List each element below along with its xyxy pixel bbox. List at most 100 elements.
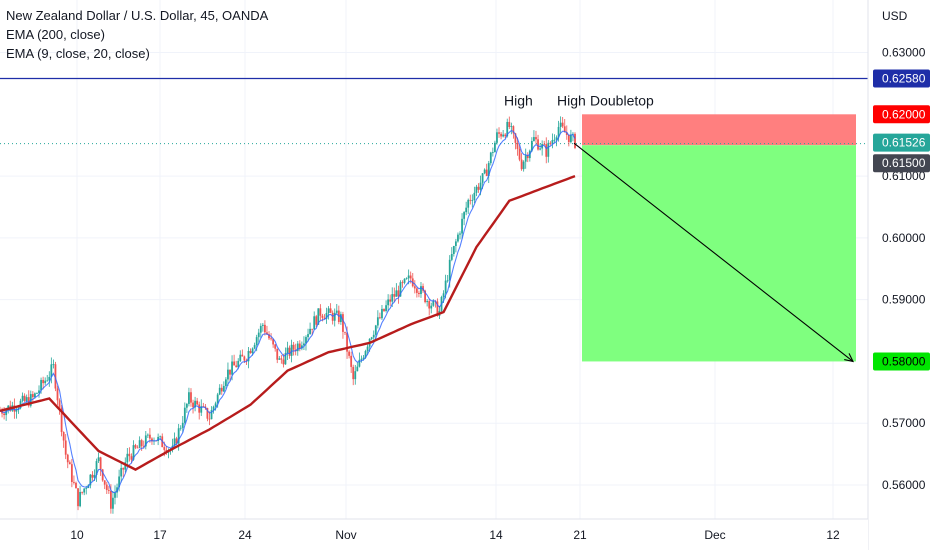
take-profit-zone[interactable] bbox=[582, 145, 856, 362]
candle-body bbox=[407, 275, 410, 279]
time-tick-label: 24 bbox=[238, 528, 252, 542]
projection-arrow-line[interactable] bbox=[573, 142, 854, 362]
candle-body bbox=[342, 314, 344, 332]
projection-arrow[interactable] bbox=[573, 142, 854, 363]
candle-body bbox=[524, 155, 527, 162]
candle-body bbox=[409, 275, 412, 279]
candle-body bbox=[296, 343, 299, 352]
candle-body bbox=[60, 407, 63, 432]
candle-body bbox=[569, 134, 572, 143]
candle-body bbox=[290, 344, 293, 356]
candle-body bbox=[109, 490, 112, 509]
candle-body bbox=[426, 301, 429, 303]
indicator-ema-200[interactable]: EMA (200, close) bbox=[6, 27, 105, 42]
candle-body bbox=[1, 411, 3, 414]
candle-body bbox=[185, 403, 188, 408]
candle-body bbox=[457, 234, 459, 242]
candle-body bbox=[403, 278, 406, 283]
candle-body bbox=[3, 413, 6, 416]
candle-body bbox=[387, 299, 390, 306]
candle-body bbox=[444, 280, 447, 294]
candle-body bbox=[502, 134, 505, 137]
candle-body bbox=[553, 139, 556, 141]
candle-body bbox=[229, 369, 231, 375]
candle-body bbox=[194, 400, 196, 408]
candle-body bbox=[469, 199, 472, 201]
candle-body bbox=[97, 457, 100, 462]
position-zones[interactable] bbox=[582, 114, 856, 362]
candle-body bbox=[317, 308, 320, 325]
candle-body bbox=[40, 379, 42, 391]
candle-body bbox=[358, 359, 361, 367]
candle-body bbox=[323, 317, 326, 319]
candle-body bbox=[557, 126, 560, 138]
candle-body bbox=[23, 395, 26, 401]
symbol-title[interactable]: New Zealand Dollar / U.S. Dollar, 45, OA… bbox=[6, 8, 269, 23]
candle-body bbox=[183, 407, 186, 423]
candle-body bbox=[68, 462, 71, 465]
candle-body bbox=[210, 410, 213, 420]
candle-body bbox=[370, 337, 373, 339]
candle-body bbox=[192, 402, 194, 408]
candle-body bbox=[379, 317, 381, 319]
candle-body bbox=[220, 387, 223, 392]
candle-body bbox=[467, 199, 470, 208]
candle-body bbox=[376, 317, 379, 326]
candle-body bbox=[424, 290, 426, 303]
candle-body bbox=[120, 467, 123, 477]
candle-body bbox=[500, 133, 502, 137]
candle-body bbox=[305, 337, 307, 344]
candle-body bbox=[327, 308, 330, 314]
candle-body bbox=[64, 440, 67, 455]
time-axis[interactable]: 10 17 24 Nov 14 21 Dec 12 bbox=[0, 518, 868, 550]
price-tick-label: 0.61000 bbox=[882, 169, 926, 183]
candle-body bbox=[561, 122, 564, 127]
candle-body bbox=[268, 334, 270, 339]
candle-body bbox=[233, 361, 236, 366]
candle-body bbox=[85, 488, 88, 489]
candle-body bbox=[473, 192, 476, 201]
candle-body bbox=[48, 376, 51, 381]
candle-body bbox=[107, 489, 110, 491]
indicator-ema-9[interactable]: EMA (9, close, 20, close) bbox=[6, 46, 150, 61]
stop-loss-zone[interactable] bbox=[582, 114, 856, 146]
candle-body bbox=[163, 447, 166, 450]
candle-body bbox=[62, 431, 65, 441]
candle-body bbox=[99, 457, 102, 470]
candle-body bbox=[54, 364, 57, 389]
badge-target bbox=[873, 352, 930, 371]
candle-body bbox=[274, 344, 277, 349]
candle-body bbox=[374, 325, 377, 335]
candle-body bbox=[124, 462, 127, 470]
candle-body bbox=[142, 446, 145, 447]
candle-body bbox=[364, 351, 367, 358]
candle-body bbox=[177, 428, 180, 444]
candle-body bbox=[140, 440, 143, 447]
candle-body bbox=[346, 332, 348, 352]
candle-body bbox=[465, 207, 468, 213]
candle-body bbox=[235, 365, 238, 368]
badge-current-price-label: 0.61526 bbox=[882, 136, 926, 150]
candle-body bbox=[567, 134, 570, 143]
price-axis[interactable]: USD 0.630000.610000.600000.590000.570000… bbox=[867, 0, 932, 550]
candle-body bbox=[539, 148, 541, 150]
candle-body bbox=[487, 163, 490, 176]
candle-body bbox=[36, 393, 38, 394]
candle-body bbox=[393, 294, 396, 297]
ema-slow-line bbox=[0, 174, 576, 471]
candle-body bbox=[565, 132, 568, 135]
candle-body bbox=[130, 456, 133, 460]
candle-body bbox=[512, 126, 515, 134]
candle-body bbox=[264, 324, 266, 333]
candle-body bbox=[516, 142, 519, 149]
candle-body bbox=[563, 126, 566, 133]
candle-body bbox=[255, 337, 258, 346]
candle-body bbox=[276, 348, 279, 360]
time-tick-label: Nov bbox=[335, 528, 356, 542]
candle-body bbox=[415, 288, 418, 293]
candle-body bbox=[479, 182, 482, 190]
candle-body bbox=[198, 404, 201, 413]
candle-body bbox=[448, 259, 451, 281]
candle-body bbox=[491, 152, 494, 153]
